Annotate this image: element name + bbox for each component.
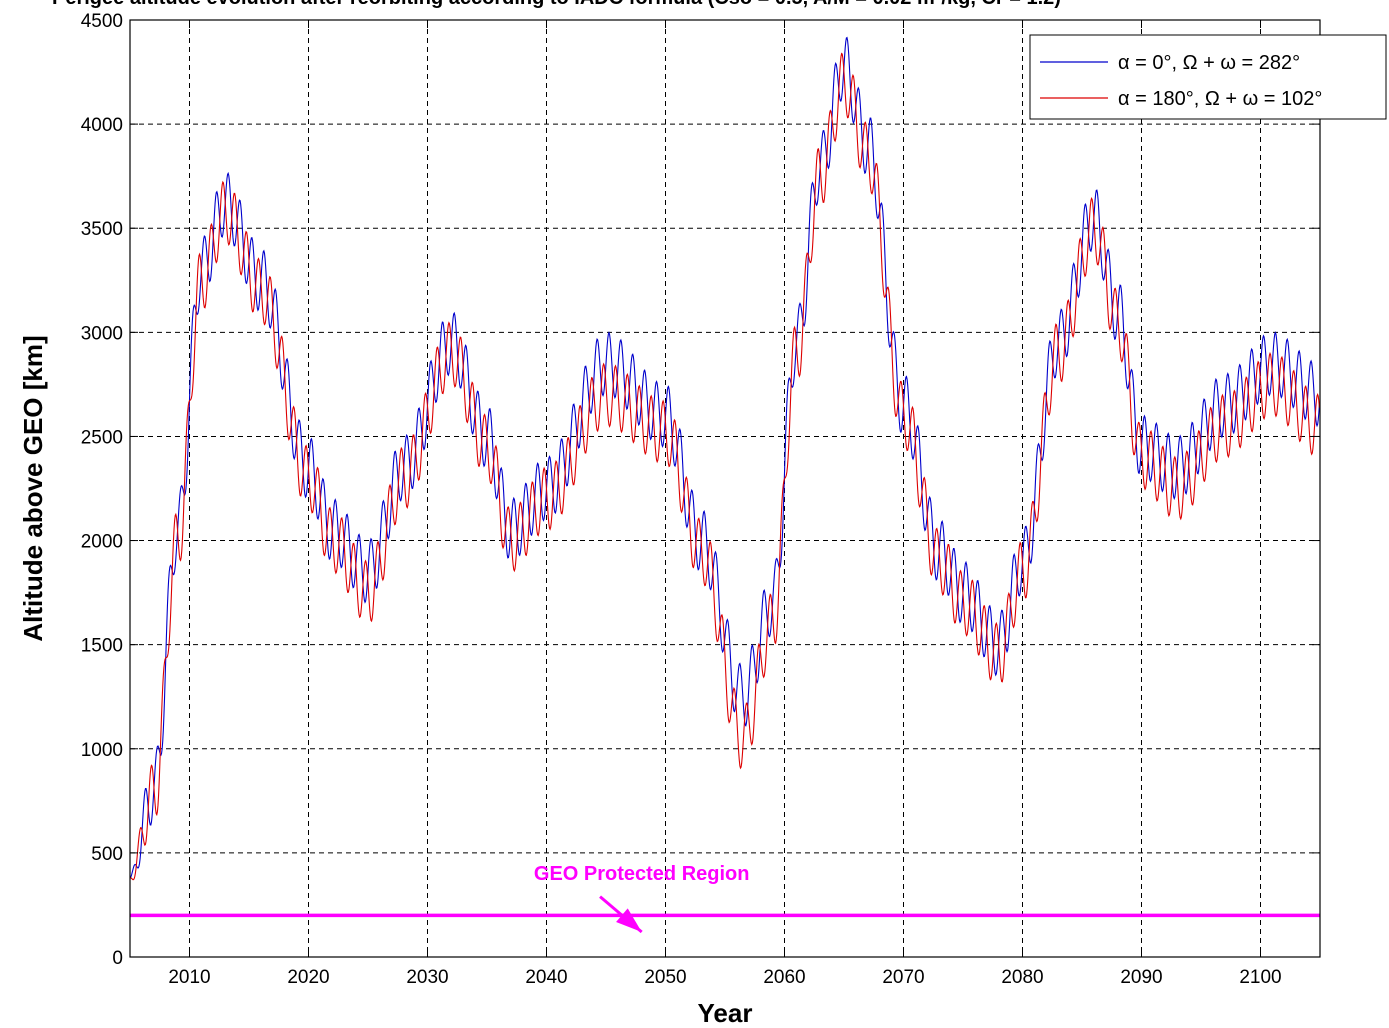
y-tick-label: 4000 [81, 115, 123, 136]
y-axis-label: Altitude above GEO [km] [18, 335, 48, 641]
x-tick-label: 2060 [763, 967, 805, 988]
x-tick-label: 2080 [1001, 967, 1043, 988]
x-tick-label: 2040 [525, 967, 567, 988]
x-tick-label: 2010 [168, 967, 210, 988]
y-tick-label: 1000 [81, 740, 123, 761]
legend: α = 0°, Ω + ω = 282° α = 180°, Ω + ω = 10… [1029, 34, 1387, 120]
series-line-1 [130, 52, 1320, 881]
annotation-arrow-head [616, 908, 642, 933]
plot-frame [129, 19, 1321, 958]
series-layer [130, 36, 1320, 918]
x-axis-label: Year [698, 998, 753, 1028]
annotations: GEO Protected Region [534, 863, 750, 934]
y-tick-label: 3000 [81, 323, 123, 344]
plot-border [129, 19, 1321, 958]
plot-area [130, 20, 1320, 957]
plot-background [130, 20, 1320, 957]
y-tick-label: 4500 [81, 11, 123, 32]
x-tick-label: 2070 [882, 967, 924, 988]
y-tick-label: 2000 [81, 532, 123, 553]
x-tick-label: 2100 [1239, 967, 1281, 988]
x-tick-label: 2020 [287, 967, 329, 988]
y-axis-ticks: 0 500 1000 1500 2000 2500 3000 3500 4000 4500 [81, 11, 1320, 969]
legend-label-1: α = 180°, Ω + ω = 102° [1118, 88, 1322, 110]
y-tick-label: 3500 [81, 219, 123, 240]
chart-title: Perigee altitude evolution after reorbit… [52, 0, 1061, 9]
y-tick-label: 500 [91, 844, 123, 865]
legend-box [1029, 34, 1387, 120]
x-axis-ticks: 2010 2020 2030 2040 2050 2060 2070 2080 2090 2100 [168, 20, 1282, 988]
y-tick-label: 1500 [81, 636, 123, 657]
x-tick-label: 2090 [1120, 967, 1162, 988]
x-tick-label: 2030 [406, 967, 448, 988]
legend-label-0: α = 0°, Ω + ω = 282° [1118, 52, 1300, 74]
annotation-label: GEO Protected Region [534, 863, 750, 885]
y-tick-label: 2500 [81, 427, 123, 448]
y-tick-label: 0 [112, 948, 123, 969]
x-tick-label: 2050 [644, 967, 686, 988]
